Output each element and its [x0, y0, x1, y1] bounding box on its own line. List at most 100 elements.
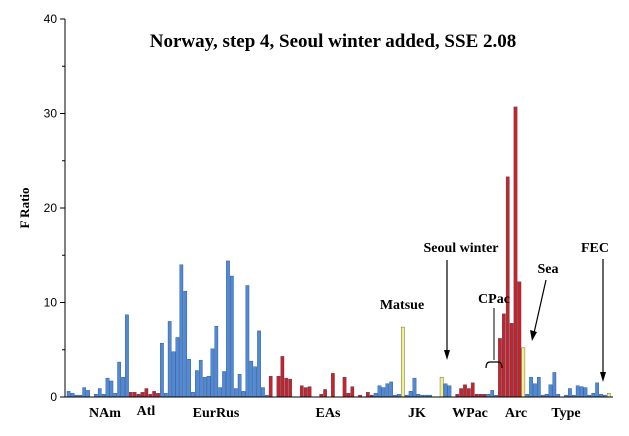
blue-bar [583, 387, 588, 398]
blue-bar [529, 376, 533, 398]
red-bar [463, 384, 467, 398]
sea-arrow [533, 279, 547, 334]
axes [64, 19, 613, 398]
red-bar [513, 106, 518, 398]
blue-bar [412, 377, 417, 398]
blue-bar [167, 321, 172, 398]
blue-bar [591, 393, 596, 398]
blue-bar [175, 337, 180, 398]
blue-bar [408, 391, 413, 398]
blue-bar [536, 376, 541, 398]
red-bar [517, 281, 522, 398]
blue-bar [117, 361, 121, 398]
red-bar [128, 392, 133, 398]
y-tick-label: 20 [44, 201, 58, 215]
red-bar [280, 356, 285, 398]
blue-bar [218, 387, 223, 398]
red-bar [288, 378, 292, 398]
blue-bar [160, 342, 164, 398]
blue-bar [257, 330, 261, 398]
red-bar [323, 389, 327, 398]
blue-bar [191, 392, 195, 398]
blue-bar [202, 376, 207, 398]
yellow-bar [521, 347, 526, 398]
blue-bar [253, 366, 257, 398]
red-bar [342, 376, 347, 398]
red-bar [509, 323, 514, 398]
seoul-winter-arrowhead [444, 350, 450, 360]
group-label-arc: Arc [505, 406, 527, 421]
annotation-sea: Sea [538, 262, 559, 277]
blue-bar [381, 387, 386, 398]
red-bar [152, 391, 156, 398]
annotation-matsue: Matsue [380, 298, 424, 313]
group-label-jk: JK [408, 406, 426, 421]
blue-bar [171, 351, 176, 398]
red-bar [331, 373, 335, 398]
red-bar [144, 388, 149, 398]
red-bar [284, 377, 289, 398]
blue-bar [245, 285, 250, 398]
blue-bar [125, 314, 129, 398]
blue-bar [552, 372, 557, 398]
y-tick-label: 40 [44, 12, 58, 26]
blue-bar [548, 384, 553, 398]
bars-layer [66, 106, 611, 398]
blue-bar [261, 387, 265, 398]
blue-bar [214, 325, 219, 398]
fec-arrowhead [600, 372, 606, 382]
blue-bar [389, 381, 393, 398]
group-labels: NAm Atl EurRus EAs JK WPac Arc Type [89, 404, 581, 421]
annotation-seoul-winter: Seoul winter [423, 241, 498, 256]
blue-bar [183, 290, 188, 398]
annotation-fec: FEC [581, 241, 609, 256]
annotations: Seoul winter Matsue CPac Sea FEC [380, 241, 609, 382]
group-label-eas: EAs [316, 406, 341, 421]
blue-bar [210, 348, 215, 398]
yellow-bar [400, 326, 405, 398]
blue-bar [70, 393, 75, 398]
blue-bar [237, 374, 242, 398]
red-bar [467, 388, 471, 398]
red-bar [276, 376, 281, 398]
red-bar [350, 386, 355, 398]
group-label-type: Type [551, 406, 580, 421]
group-label-atl: Atl [137, 404, 156, 419]
blue-bar [241, 391, 246, 398]
red-bar [299, 385, 304, 398]
blue-bar [222, 371, 226, 398]
blue-bar [579, 386, 584, 398]
annotation-cpac: CPac [478, 292, 510, 307]
blue-bar [233, 388, 238, 398]
red-bar [346, 393, 351, 398]
red-bar [459, 388, 463, 398]
blue-bar [377, 385, 382, 398]
blue-bar [97, 388, 102, 398]
blue-bar [249, 360, 254, 398]
blue-bar [113, 393, 118, 398]
blue-bar [66, 391, 71, 398]
blue-bar [447, 385, 452, 398]
red-bar [470, 382, 475, 398]
blue-bar [595, 382, 599, 398]
chart-title: Norway, step 4, Seoul winter added, SSE … [150, 31, 517, 52]
blue-bar [121, 376, 125, 398]
y-tick-label: 30 [44, 107, 58, 121]
red-bar [132, 392, 137, 398]
blue-bar [82, 387, 87, 398]
blue-bar [373, 393, 378, 398]
y-tick-label: 10 [44, 296, 58, 310]
blue-bar [385, 383, 390, 398]
red-bar [498, 338, 502, 398]
yellow-bar [439, 376, 444, 398]
blue-bar [230, 275, 234, 398]
group-label-eurrus: EurRus [193, 406, 240, 421]
red-bar [366, 392, 370, 398]
blue-bar [86, 390, 90, 398]
blue-bar [179, 264, 184, 398]
red-bar [502, 313, 506, 398]
y-axis-label: F Ratio [17, 187, 32, 228]
blue-bar [568, 388, 572, 398]
